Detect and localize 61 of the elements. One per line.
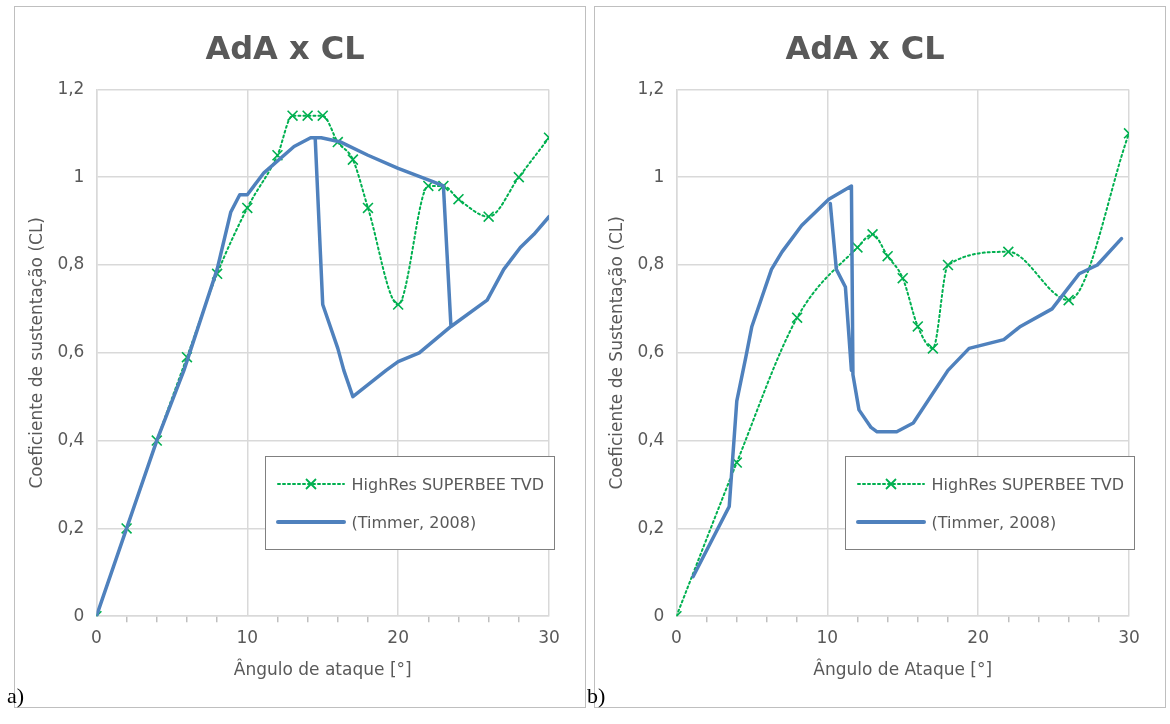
legend-label: (Timmer, 2008) [351,512,477,532]
point [881,250,894,262]
point [181,351,193,363]
y-tick-label: 1,2 [637,77,665,98]
point [513,171,525,183]
y-tick-label: 0,6 [57,341,85,362]
y-tick-label: 1 [73,165,85,186]
point [1062,294,1075,306]
point [347,153,359,166]
point [211,268,223,280]
y-axis-title: Coeficiente de sustentação (CL) [25,217,46,489]
x-tick-label: 30 [538,626,560,647]
point [120,522,133,535]
legend-label: HighRes SUPERBEE TVD [931,474,1124,494]
text: b) [587,683,606,709]
point [151,434,163,447]
x-tick-label: 0 [671,626,682,647]
y-tick-label: 0,2 [57,516,85,537]
x-axis-title: Ângulo de ataque [°] [233,658,412,680]
x-tick-label: 10 [236,626,259,647]
legend-label: (Timmer, 2008) [931,512,1057,532]
point [896,272,909,284]
x-tick-label: 10 [816,626,839,647]
point [422,180,435,192]
point [791,311,803,324]
chart-title: AdA x CL [205,28,365,67]
point [942,259,954,271]
point [866,228,879,241]
point [271,149,284,161]
y-tick-label: 0,6 [637,341,665,362]
y-tick-label: 0,8 [637,253,665,274]
point [241,202,254,214]
y-axis-title: Coeficiente de Sustentação (CL) [605,216,626,490]
chart-title: AdA x CL [785,28,945,67]
point [392,298,404,311]
text: a) [7,683,25,709]
x-tick-label: 20 [967,626,989,647]
point [452,193,465,205]
point [316,109,329,122]
y-tick-label: 1,2 [57,77,85,98]
point [912,320,924,333]
y-tick-label: 0,4 [637,429,665,450]
point [301,109,314,122]
legend-label: HighRes SUPERBEE TVD [351,474,544,494]
y-tick-label: 0,4 [57,429,85,450]
point [286,109,299,122]
x-tick-label: 30 [1118,626,1140,647]
point [1002,246,1015,258]
point [362,202,374,214]
point [927,342,939,355]
y-tick-label: 1 [653,165,665,186]
x-tick-label: 0 [91,626,102,647]
y-tick-label: 0 [73,604,85,625]
point [437,180,450,192]
point [482,210,495,223]
y-tick-label: 0,8 [57,253,85,274]
y-tick-label: 0,2 [637,516,665,537]
x-axis-title: Ângulo de Ataque [°] [813,658,993,680]
x-tick-label: 20 [387,626,409,647]
y-tick-label: 0 [653,604,665,625]
point [332,136,344,148]
